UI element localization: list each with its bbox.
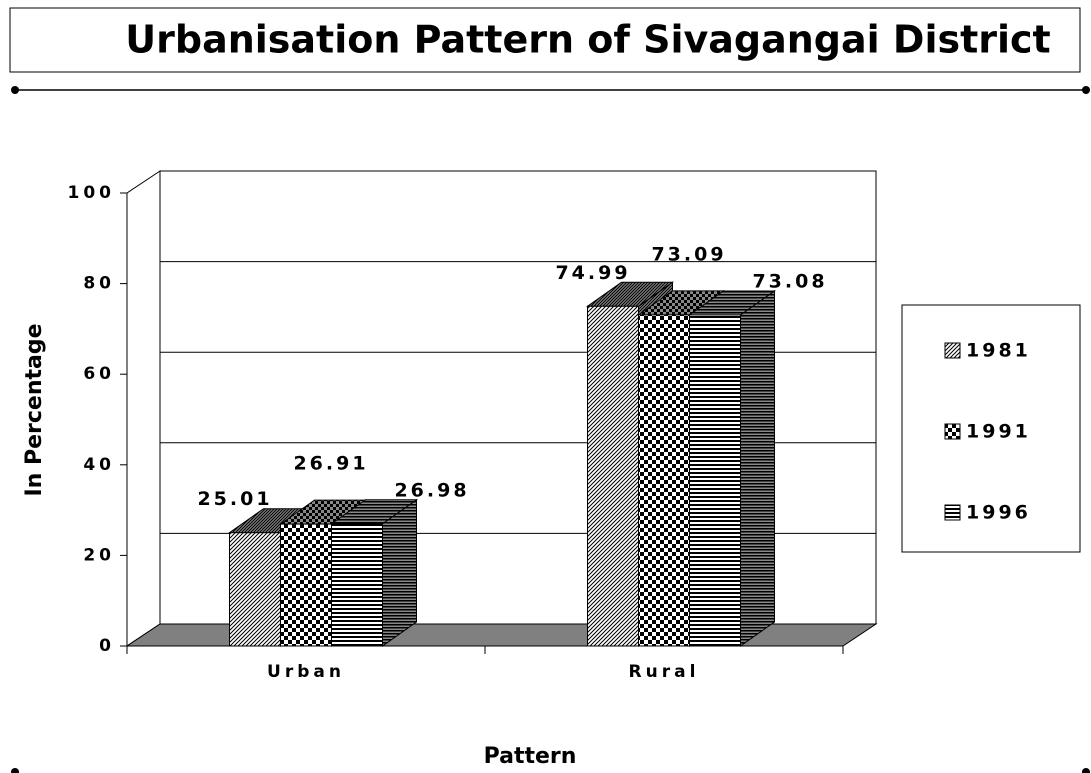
chart-title: Urbanisation Pattern of Sivagangai Distr… (125, 18, 1050, 62)
value-label: 73.09 (651, 243, 726, 265)
legend-label: 1991 (966, 421, 1031, 443)
y-tick-label: 100 (68, 183, 116, 203)
divider-dot (11, 86, 19, 94)
divider-dot (11, 768, 19, 773)
y-tick-label: 60 (83, 364, 115, 384)
x-tick-label: Urban (267, 662, 345, 682)
title-box (9, 7, 1081, 73)
bar (280, 523, 332, 647)
side-wall (126, 170, 161, 647)
bar (689, 314, 741, 647)
bar (331, 523, 383, 647)
legend-label: 1981 (966, 340, 1031, 362)
x-axis-label: Pattern (484, 744, 577, 769)
value-label: 25.01 (197, 488, 272, 510)
legend-label: 1996 (966, 502, 1031, 524)
bar-side (382, 498, 417, 647)
divider-dot (1082, 86, 1090, 94)
y-tick-label: 40 (83, 455, 115, 475)
y-tick-label: 0 (99, 636, 115, 656)
y-tick-label: 80 (83, 274, 115, 294)
legend-swatch (944, 504, 961, 521)
x-tick-label: Rural (629, 662, 700, 682)
legend (901, 304, 1081, 553)
value-label: 26.98 (394, 479, 469, 501)
legend-swatch (944, 342, 961, 359)
divider-dot (1082, 768, 1090, 773)
bar (587, 305, 639, 647)
y-tick-label: 20 (83, 545, 115, 565)
legend-swatch (944, 423, 961, 440)
bar-side (740, 289, 775, 647)
bar (638, 314, 690, 647)
y-axis-label: In Percentage (22, 323, 47, 496)
value-label: 73.08 (752, 270, 827, 292)
bar (229, 532, 281, 647)
value-label: 26.91 (293, 453, 368, 475)
value-label: 74.99 (555, 262, 630, 284)
